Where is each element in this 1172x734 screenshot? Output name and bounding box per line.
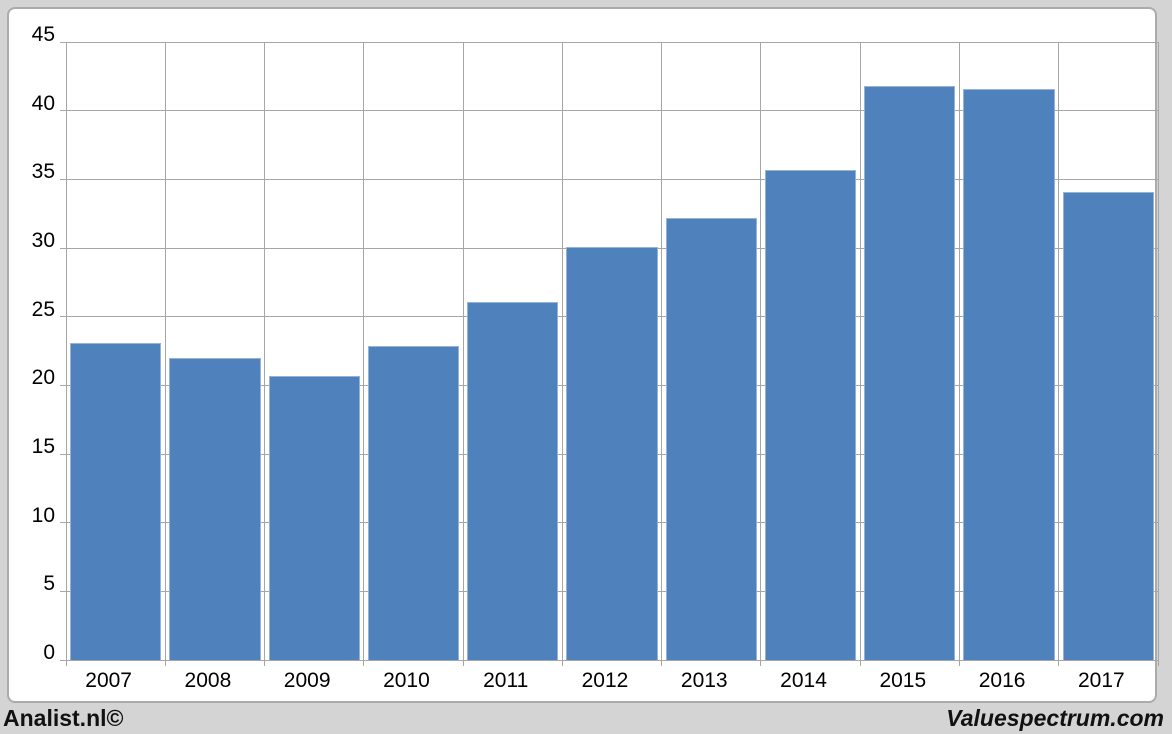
y-tick-label: 20	[31, 366, 55, 390]
x-axis-tick	[561, 660, 563, 666]
y-axis-tick	[60, 384, 66, 386]
y-axis-tick	[60, 659, 66, 661]
y-axis-tick	[60, 178, 66, 180]
x-axis-tick	[958, 660, 960, 666]
x-tick-label: 2012	[581, 669, 629, 692]
x-tick-label: 2010	[383, 669, 430, 692]
gridline-v	[462, 42, 464, 660]
x-tick-label: 2017	[1077, 669, 1125, 692]
y-axis-tick	[60, 590, 66, 592]
gridline-v	[363, 42, 365, 660]
y-axis-tick	[60, 110, 66, 112]
gridline-h	[66, 110, 1158, 112]
x-axis-tick	[760, 660, 762, 666]
plot-area	[60, 41, 1159, 666]
y-tick-label: 25	[31, 297, 55, 321]
x-axis-tick	[164, 660, 166, 666]
bar	[467, 301, 559, 660]
x-axis-tick	[1058, 660, 1060, 666]
x-tick-label: 2009	[283, 669, 331, 692]
gridline-v	[65, 42, 67, 660]
y-tick-label: 30	[31, 229, 55, 252]
bar	[1062, 191, 1154, 660]
y-axis-tick	[60, 316, 66, 318]
y-axis-tick	[60, 41, 66, 43]
gridline-v	[760, 42, 762, 660]
gridline-v	[958, 42, 960, 660]
bar	[864, 85, 956, 660]
y-axis-tick	[60, 522, 66, 524]
bar	[963, 88, 1055, 660]
x-tick-label: 2007	[85, 669, 132, 692]
bar	[764, 169, 857, 660]
y-tick-label: 15	[31, 435, 55, 458]
y-tick-label: 5	[43, 572, 55, 596]
x-axis-tick	[462, 660, 464, 666]
gridline-v	[1157, 42, 1159, 660]
gridline-v	[264, 42, 266, 660]
bar	[566, 246, 658, 660]
y-axis-tick	[60, 247, 66, 249]
gridline-v	[859, 42, 861, 660]
x-axis-tick	[1157, 660, 1159, 666]
y-axis-tick	[60, 453, 66, 455]
bar	[367, 345, 460, 660]
bar	[268, 375, 360, 660]
y-tick-label: 40	[31, 91, 55, 115]
x-tick-label: 2011	[483, 669, 529, 692]
x-tick-label: 2008	[184, 669, 232, 692]
x-tick-label: 2015	[879, 669, 927, 692]
x-tick-label: 2016	[978, 669, 1026, 692]
chart-frame: 0 5 10 15 20 25 30 35 40 45 2007 2008 2009 2010 2011 20…	[7, 7, 1159, 703]
source-credit-left: Analist.nl©	[3, 705, 124, 731]
y-tick-label: 45	[31, 23, 55, 46]
source-credit-right: Valuespectrum.com	[946, 705, 1164, 731]
bar	[169, 357, 261, 660]
gridline-v	[661, 42, 663, 660]
x-axis-tick	[65, 660, 67, 666]
gridline-h	[66, 41, 1158, 43]
gridline-h	[66, 659, 1158, 661]
x-axis-tick	[264, 660, 266, 666]
gridline-v	[164, 42, 166, 660]
bar	[70, 342, 162, 660]
gridline-v	[1058, 42, 1060, 660]
x-tick-label: 2014	[780, 669, 827, 692]
y-tick-label: 35	[31, 160, 55, 184]
bar	[665, 217, 757, 660]
gridline-h	[66, 178, 1158, 180]
x-tick-label: 2013	[680, 669, 728, 692]
y-tick-label: 10	[31, 503, 55, 527]
gridline-v	[561, 42, 563, 660]
x-axis-tick	[859, 660, 861, 666]
x-axis-tick	[363, 660, 365, 666]
x-axis-tick	[661, 660, 663, 666]
y-tick-label: 0	[43, 641, 55, 664]
